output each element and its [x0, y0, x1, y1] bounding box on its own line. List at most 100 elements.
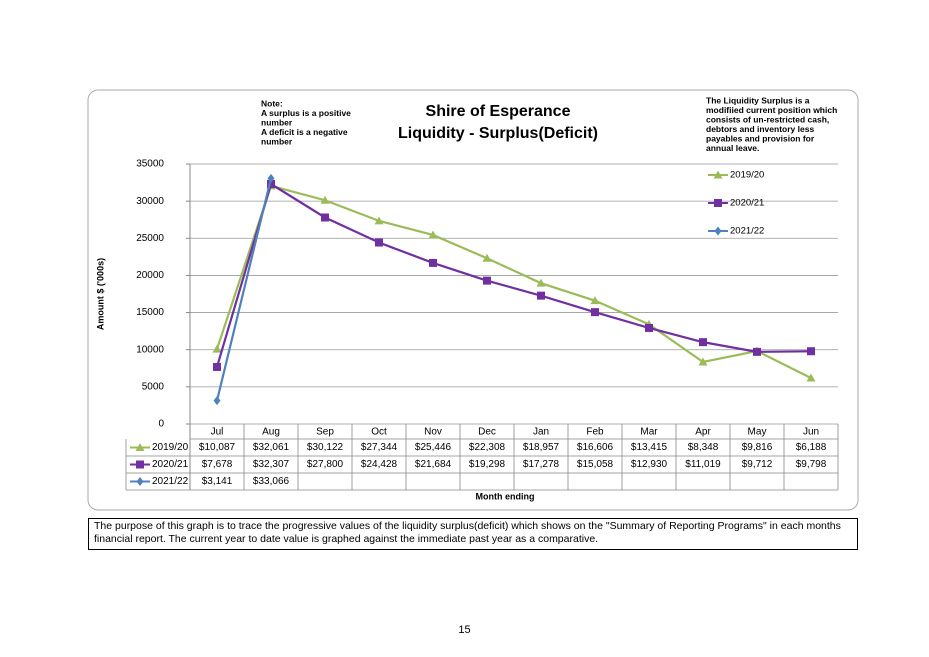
- data-point: [806, 373, 816, 382]
- note: A deficit is a negative: [261, 127, 348, 137]
- table-value: $32,307: [253, 459, 290, 470]
- x-tick-label: Jan: [533, 427, 549, 438]
- table-series-name: 2020/21: [152, 459, 189, 470]
- data-point: [753, 347, 761, 356]
- table-value: $18,957: [523, 442, 560, 453]
- table-value: $3,141: [202, 476, 233, 487]
- table-legend-marker: [135, 443, 145, 451]
- x-tick-label: Jul: [211, 427, 224, 438]
- table-value: $25,446: [415, 442, 452, 453]
- table-value: $16,606: [577, 442, 614, 453]
- data-point: [698, 357, 708, 366]
- data-point: [645, 323, 653, 332]
- page-number: 15: [458, 624, 471, 636]
- data-point: [483, 276, 491, 285]
- table-series-name: 2019/20: [152, 442, 189, 453]
- data-point: [375, 238, 383, 247]
- table-legend-marker: [136, 477, 144, 486]
- data-point: [591, 308, 599, 317]
- x-tick-label: May: [748, 427, 767, 438]
- table-value: $15,058: [577, 459, 614, 470]
- data-point: [212, 344, 222, 353]
- x-tick-label: Feb: [586, 427, 604, 438]
- table-value: $24,428: [361, 459, 398, 470]
- table-value: $22,308: [469, 442, 506, 453]
- table-value: $32,061: [253, 442, 290, 453]
- table-value: $21,684: [415, 459, 452, 470]
- table-value: $13,415: [631, 442, 668, 453]
- table-value: $7,678: [202, 459, 233, 470]
- y-tick-label: 0: [158, 419, 164, 430]
- chart-title: Shire of Esperance: [426, 103, 571, 120]
- table-value: $10,087: [199, 442, 236, 453]
- legend-label: 2020/21: [730, 198, 764, 209]
- y-tick-label: 25000: [136, 233, 164, 244]
- data-point: [536, 278, 546, 287]
- x-tick-label: Oct: [371, 427, 387, 438]
- legend-marker: [713, 170, 723, 179]
- data-point: [429, 258, 437, 267]
- data-point: [807, 347, 815, 356]
- y-axis-label: Amount $ ('000s): [95, 258, 105, 330]
- data-point: [482, 253, 492, 262]
- table-value: $27,344: [361, 442, 398, 453]
- x-axis-label: Month ending: [476, 491, 535, 501]
- x-tick-label: Aug: [262, 427, 280, 438]
- note: payables and provision for: [706, 133, 815, 143]
- chart-title: Liquidity - Surplus(Deficit): [398, 125, 598, 142]
- table-value: $6,188: [796, 442, 827, 453]
- x-tick-label: Apr: [695, 427, 711, 438]
- table-value: $8,348: [688, 442, 719, 453]
- x-tick-label: Jun: [803, 427, 819, 438]
- series-line: [215, 182, 812, 368]
- data-point: [374, 216, 384, 225]
- chart-frame: [87, 89, 859, 511]
- note: number: [261, 117, 293, 127]
- table-value: $11,019: [685, 459, 721, 470]
- data-point: [699, 338, 707, 347]
- x-tick-label: Sep: [316, 427, 334, 438]
- legend-marker: [714, 199, 722, 207]
- table-value: $27,800: [307, 459, 344, 470]
- note: debtors and inventory less: [706, 124, 814, 134]
- table-value: $17,278: [523, 459, 560, 470]
- data-point: [267, 173, 275, 183]
- x-tick-label: Mar: [640, 427, 658, 438]
- table-value: $33,066: [253, 476, 290, 487]
- data-point: [428, 230, 438, 239]
- note: Note:: [261, 98, 283, 108]
- note: annual leave.: [706, 143, 759, 153]
- data-point: [267, 180, 275, 189]
- legend-label: 2019/20: [730, 170, 764, 181]
- table-value: $9,798: [796, 459, 827, 470]
- data-point: [213, 396, 221, 406]
- series-line: [215, 184, 812, 380]
- x-tick-label: Dec: [478, 427, 496, 438]
- table-value: $9,712: [742, 459, 773, 470]
- note: modifiied current position which: [706, 105, 837, 115]
- table-value: $9,816: [742, 442, 773, 453]
- y-tick-label: 20000: [136, 270, 164, 281]
- legend-label: 2021/22: [730, 226, 764, 237]
- data-point: [321, 213, 329, 222]
- data-point: [537, 291, 545, 300]
- data-point: [590, 296, 600, 305]
- legend-marker: [714, 226, 722, 236]
- y-tick-label: 35000: [136, 159, 164, 170]
- data-point: [320, 195, 330, 204]
- table-value: $12,930: [631, 459, 668, 470]
- data-point: [213, 362, 221, 371]
- y-tick-label: 5000: [142, 381, 165, 392]
- note: A surplus is a positive: [261, 108, 351, 118]
- description: The purpose of this graph is to trace th…: [88, 518, 858, 550]
- table-legend-marker: [136, 460, 144, 469]
- y-tick-label: 15000: [136, 307, 164, 318]
- note: The Liquidity Surplus is a: [706, 95, 810, 105]
- y-tick-label: 10000: [136, 344, 164, 355]
- note: consists of un-restricted cash,: [706, 114, 829, 124]
- table-series-name: 2021/22: [152, 476, 189, 487]
- table-value: $30,122: [307, 442, 344, 453]
- series-line: [215, 178, 273, 401]
